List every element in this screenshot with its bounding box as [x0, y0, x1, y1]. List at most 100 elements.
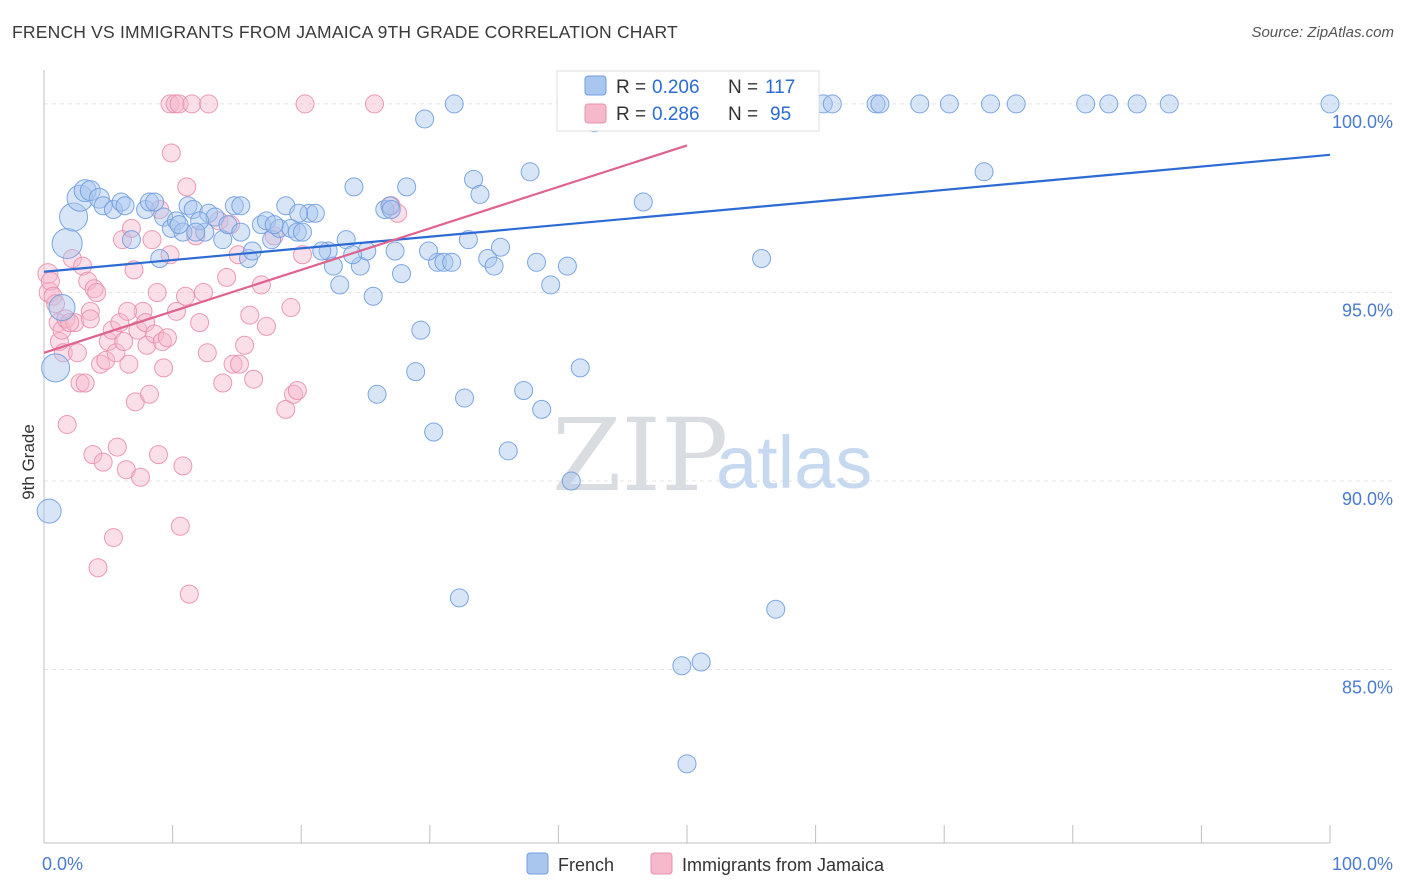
french-point [434, 252, 454, 272]
jamaica-point [177, 177, 197, 197]
jamaica-point [121, 218, 141, 238]
jamaica-point [190, 313, 210, 333]
stats-french-r-value: 0.206 [652, 77, 700, 98]
french-point [939, 94, 959, 114]
jamaica-point [142, 230, 162, 250]
jamaica-trend-line [43, 144, 688, 354]
french-point [231, 196, 251, 216]
french-point [305, 203, 325, 223]
legend-jamaica-label[interactable]: Immigrants from Jamaica [682, 855, 885, 875]
french-point [186, 222, 206, 242]
jamaica-point [256, 316, 276, 336]
french-point [169, 215, 189, 235]
french-trend-line [43, 153, 1331, 273]
french-point [541, 275, 561, 295]
french-point [514, 381, 534, 401]
x-tick-labels: 0.0% 100.0% [42, 854, 1393, 874]
french-point [520, 162, 540, 182]
series-legend: French Immigrants from Jamaica [526, 852, 885, 875]
jamaica-point [87, 282, 107, 302]
french-point [392, 264, 412, 284]
legend-french-swatch[interactable] [526, 852, 549, 875]
french-point [381, 200, 401, 220]
french-point [289, 203, 309, 223]
french-point [166, 211, 186, 231]
french-point [498, 441, 518, 461]
french-point [822, 94, 842, 114]
stats-jamaica-r-value: 0.286 [652, 104, 700, 125]
french-point [178, 196, 198, 216]
french-point [1006, 94, 1026, 114]
french-point [139, 192, 159, 212]
jamaica-point [223, 354, 243, 374]
french-point [1320, 94, 1340, 114]
jamaica-point [161, 143, 181, 163]
jamaica-point [281, 298, 301, 318]
french-point [367, 384, 387, 404]
jamaica-point [124, 260, 144, 280]
jamaica-point [67, 343, 87, 363]
french-point [224, 196, 244, 216]
french-point [121, 230, 141, 250]
jamaica-point [62, 249, 82, 269]
french-point [183, 200, 203, 220]
french-point [527, 252, 547, 272]
jamaica-point [119, 354, 139, 374]
jamaica-point [147, 282, 167, 302]
french-point [974, 162, 994, 182]
french-point [93, 196, 113, 216]
french-point [103, 200, 123, 220]
y-tick-label: 95.0% [1342, 300, 1393, 320]
french-point [375, 200, 395, 220]
french-point [79, 180, 101, 202]
french-point [36, 498, 62, 524]
french-point [766, 599, 786, 619]
legend-jamaica-swatch[interactable] [650, 852, 673, 875]
jamaica-point [287, 381, 307, 401]
y-tick-label: 90.0% [1342, 489, 1393, 509]
french-point [115, 196, 135, 216]
jamaica-point [175, 286, 195, 306]
french-point [570, 358, 590, 378]
watermark-atlas: atlas [716, 421, 872, 504]
french-point [470, 184, 490, 204]
jamaica-point [60, 313, 80, 333]
jamaica-point [276, 399, 296, 419]
jamaica-point [166, 301, 186, 321]
jamaica-point [80, 301, 100, 321]
french-point [330, 275, 350, 295]
jamaica-point [93, 452, 113, 472]
stats-jamaica-swatch [584, 103, 607, 124]
jamaica-point [182, 94, 202, 114]
axes [43, 70, 1331, 844]
stats-legend-box: R = 0.206 N = 117 R = 0.286 N = 95 [556, 70, 820, 132]
stats-jamaica-r-label: R = [616, 104, 646, 125]
x-tick-label: 0.0% [42, 854, 83, 874]
french-point [312, 241, 332, 261]
jamaica-point [199, 94, 219, 114]
french-point [870, 94, 890, 114]
french-point [111, 192, 131, 212]
french-point [343, 245, 363, 265]
jamaica-point [197, 343, 217, 363]
legend-french-label[interactable]: French [558, 855, 614, 875]
french-point [672, 656, 692, 676]
jamaica-series [37, 94, 408, 604]
french-point [561, 471, 581, 491]
jamaica-point [43, 286, 63, 306]
french-point [363, 286, 383, 306]
french-point [449, 588, 469, 608]
jamaica-point [229, 354, 249, 374]
trend-lines [43, 144, 1331, 354]
french-point [1159, 94, 1179, 114]
source-label: Source: ZipAtlas.com [1251, 24, 1394, 41]
jamaica-point [152, 331, 172, 351]
jamaica-point [170, 516, 190, 536]
french-point [633, 192, 653, 212]
french-point [262, 230, 282, 250]
y-tick-labels: 100.0% 95.0% 90.0% 85.0% [1332, 112, 1393, 698]
jamaica-point [70, 373, 90, 393]
french-point [419, 241, 439, 261]
jamaica-point [107, 437, 127, 457]
